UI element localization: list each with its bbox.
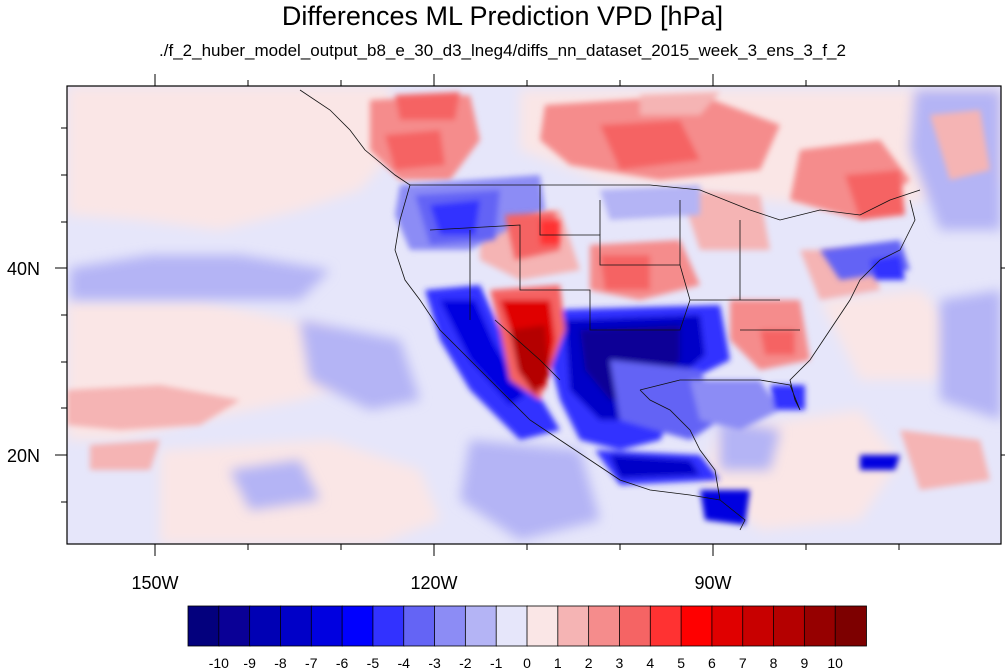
- colorbar-swatch: [588, 605, 621, 647]
- colorbar-swatch: [834, 605, 867, 647]
- colorbar-swatch: [310, 605, 343, 647]
- colorbar-swatch: [372, 605, 405, 647]
- colorbar-label: 3: [616, 655, 624, 671]
- x-tick-label: 150W: [131, 573, 178, 593]
- y-tick-label: 20N: [7, 446, 40, 466]
- colorbar-swatch: [187, 605, 220, 647]
- colorbar-label: 9: [800, 655, 808, 671]
- data-field: [67, 86, 1001, 544]
- colorbar-label: -1: [490, 655, 503, 671]
- colorbar-swatch: [526, 605, 559, 647]
- colorbar-label: 8: [770, 655, 778, 671]
- colorbar-label: -5: [367, 655, 380, 671]
- map-subtitle: ./f_2_huber_model_output_b8_e_30_d3_lneg…: [159, 41, 846, 60]
- x-tick-label: 120W: [410, 573, 457, 593]
- colorbar-label: -4: [398, 655, 411, 671]
- map-title: Differences ML Prediction VPD [hPa]: [281, 1, 724, 31]
- colorbar-label: 5: [677, 655, 685, 671]
- colorbar-label: 6: [708, 655, 716, 671]
- colorbar: -10 -9 -8 -7 -6 -5 -4 -3 -2 -1 0 1 2 3 4 5 6 7 8 9 10: [187, 605, 867, 671]
- colorbar-label: -7: [305, 655, 318, 671]
- colorbar-label: -2: [459, 655, 472, 671]
- colorbar-swatch: [341, 605, 374, 647]
- colorbar-label: 1: [554, 655, 562, 671]
- colorbar-label: 10: [827, 655, 843, 671]
- colorbar-swatch: [249, 605, 282, 647]
- colorbar-label: 7: [739, 655, 747, 671]
- y-tick-label: 40N: [7, 259, 40, 279]
- colorbar-swatch: [680, 605, 713, 647]
- colorbar-label: -3: [428, 655, 441, 671]
- colorbar-label: 2: [585, 655, 593, 671]
- colorbar-label: -10: [209, 655, 229, 671]
- coastline-outline: [299, 89, 921, 531]
- x-tick-label: 90W: [694, 573, 731, 593]
- colorbar-swatch: [434, 605, 467, 647]
- colorbar-swatch: [495, 605, 528, 647]
- colorbar-swatch: [649, 605, 682, 647]
- colorbar-swatch: [557, 605, 590, 647]
- colorbar-label: 0: [523, 655, 531, 671]
- colorbar-swatch: [280, 605, 313, 647]
- colorbar-label: -9: [243, 655, 256, 671]
- colorbar-swatch: [218, 605, 251, 647]
- colorbar-swatch: [464, 605, 498, 647]
- colorbar-label: 4: [646, 655, 654, 671]
- colorbar-swatch: [773, 605, 806, 647]
- colorbar-swatch: [403, 605, 436, 647]
- colorbar-swatch: [742, 605, 775, 647]
- colorbar-label: -8: [274, 655, 287, 671]
- colorbar-swatch: [619, 605, 652, 647]
- colorbar-label: -6: [336, 655, 349, 671]
- colorbar-swatch: [803, 605, 837, 647]
- tick-marks: [55, 74, 1005, 556]
- colorbar-swatch: [711, 605, 744, 647]
